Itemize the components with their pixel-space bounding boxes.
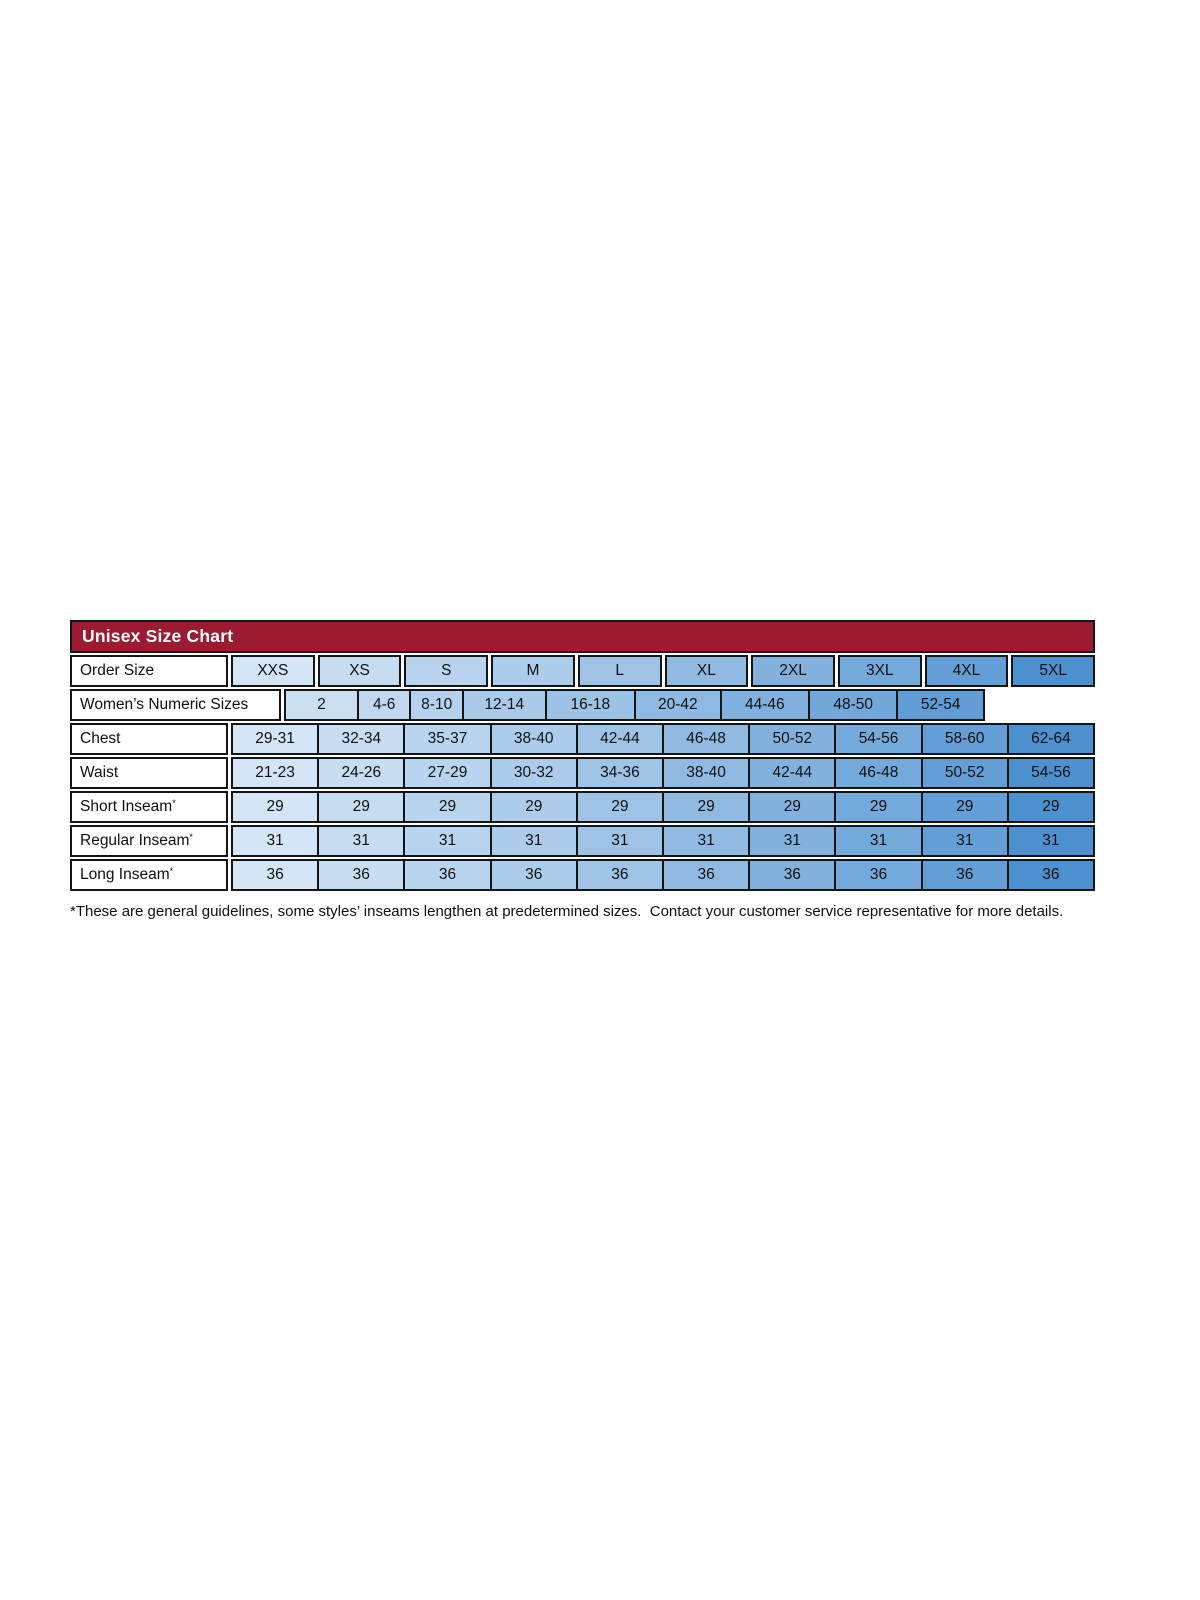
size-cell: 29 — [317, 793, 404, 821]
size-cell: 52-54 — [896, 691, 983, 719]
size-cell: 21-23 — [233, 759, 318, 787]
row-label-long-inseam: Long Inseam * — [70, 859, 228, 891]
size-cell: 38-40 — [662, 759, 749, 787]
size-cell: XS — [317, 655, 402, 687]
size-cell: 32-34 — [317, 725, 404, 753]
size-cell: 29 — [662, 793, 749, 821]
size-cell: 29 — [748, 793, 835, 821]
size-cell: 5XL — [1011, 655, 1096, 687]
table-title-bar: Unisex Size Chart — [70, 620, 1095, 653]
size-cell: 31 — [403, 827, 490, 855]
size-cell: 29-31 — [233, 725, 318, 753]
size-cell: 12-14 — [461, 691, 545, 719]
size-cell: 29 — [1006, 793, 1094, 821]
size-cell: 29 — [403, 793, 490, 821]
table-title: Unisex Size Chart — [82, 626, 234, 646]
table-row-short-inseam: Short Inseam * 29 29 29 29 29 29 29 29 29… — [70, 791, 1095, 823]
size-cell: 34-36 — [575, 759, 663, 787]
size-cell: 30-32 — [489, 759, 576, 787]
row-label-waist: Waist — [70, 757, 228, 789]
short-inseam-cells: 29 29 29 29 29 29 29 29 29 29 — [231, 791, 1095, 823]
size-cell: 50-52 — [748, 725, 835, 753]
size-cell: 31 — [920, 827, 1007, 855]
row-label-chest: Chest — [70, 723, 228, 755]
long-inseam-cells: 36 36 36 36 36 36 36 36 36 36 — [231, 859, 1095, 891]
order-size-cells: XXS XS S M L XL 2XL 3XL 4XL 5XL — [231, 655, 1096, 687]
size-cell: 36 — [489, 861, 576, 889]
size-cell: 31 — [489, 827, 576, 855]
size-cell: 31 — [748, 827, 835, 855]
table-row-regular-inseam: Regular Inseam * 31 31 31 31 31 31 31 31 … — [70, 825, 1095, 857]
size-cell: 62-64 — [1006, 725, 1094, 753]
size-cell: 4-6 — [356, 691, 410, 719]
table-row-order-size: Order Size XXS XS S M L XL 2XL 3XL 4XL 5… — [70, 655, 1096, 687]
size-cell: 31 — [662, 827, 749, 855]
size-chart-table: Unisex Size Chart Order Size XXS XS S M … — [70, 620, 1096, 891]
size-cell: 42-44 — [575, 725, 663, 753]
size-cell: 36 — [920, 861, 1007, 889]
size-cell: XL — [664, 655, 749, 687]
size-cell: 31 — [834, 827, 921, 855]
row-label-regular-inseam: Regular Inseam * — [70, 825, 228, 857]
size-cell: 29 — [575, 793, 663, 821]
row-label-womens-sizes: Women’s Numeric Sizes — [70, 689, 281, 721]
size-cell: 36 — [403, 861, 490, 889]
womens-sizes-cells: 2 4-6 8-10 12-14 16-18 20-42 44-46 48-50… — [284, 689, 985, 721]
size-cell: L — [577, 655, 662, 687]
size-cell: 20-42 — [634, 691, 720, 719]
size-cell: 24-26 — [317, 759, 404, 787]
size-cell: 16-18 — [544, 691, 635, 719]
size-cell: 2XL — [751, 655, 835, 687]
table-row-chest: Chest 29-31 32-34 35-37 38-40 42-44 46-4… — [70, 723, 1095, 755]
size-cell: M — [491, 655, 575, 687]
size-cell: 31 — [575, 827, 663, 855]
size-cell: 54-56 — [834, 725, 921, 753]
size-cell: 36 — [233, 861, 318, 889]
size-cell: 29 — [920, 793, 1007, 821]
size-cell: 44-46 — [719, 691, 809, 719]
size-cell: 4XL — [924, 655, 1009, 687]
size-cell: 42-44 — [748, 759, 835, 787]
row-label-order-size: Order Size — [70, 655, 228, 687]
size-cell: 54-56 — [1006, 759, 1094, 787]
size-cell: 38-40 — [489, 725, 576, 753]
size-cell: 36 — [834, 861, 921, 889]
size-cell: 36 — [748, 861, 835, 889]
size-cell: 36 — [575, 861, 663, 889]
table-row-long-inseam: Long Inseam * 36 36 36 36 36 36 36 36 36 … — [70, 859, 1095, 891]
size-cell: 2 — [286, 691, 357, 719]
size-cell: XXS — [231, 655, 315, 687]
size-cell: 48-50 — [808, 691, 897, 719]
size-cell: 29 — [834, 793, 921, 821]
size-cell: S — [404, 655, 489, 687]
size-cell: 36 — [1006, 861, 1094, 889]
size-cell: 29 — [233, 793, 318, 821]
size-cell: 50-52 — [920, 759, 1007, 787]
row-label-short-inseam: Short Inseam * — [70, 791, 228, 823]
size-cell: 27-29 — [403, 759, 490, 787]
size-cell: 8-10 — [409, 691, 462, 719]
size-cell: 31 — [317, 827, 404, 855]
size-cell: 3XL — [837, 655, 922, 687]
table-row-waist: Waist 21-23 24-26 27-29 30-32 34-36 38-4… — [70, 757, 1095, 789]
size-cell: 31 — [233, 827, 318, 855]
size-cell: 46-48 — [662, 725, 749, 753]
size-cell: 36 — [662, 861, 749, 889]
size-cell: 35-37 — [403, 725, 490, 753]
size-cell: 36 — [317, 861, 404, 889]
chest-cells: 29-31 32-34 35-37 38-40 42-44 46-48 50-5… — [231, 723, 1095, 755]
size-cell: 31 — [1006, 827, 1094, 855]
table-row-womens-sizes: Women’s Numeric Sizes 2 4-6 8-10 12-14 1… — [70, 689, 1095, 721]
footnote: *These are general guidelines, some styl… — [70, 903, 1064, 920]
waist-cells: 21-23 24-26 27-29 30-32 34-36 38-40 42-4… — [231, 757, 1095, 789]
size-cell: 29 — [489, 793, 576, 821]
size-cell: 46-48 — [834, 759, 921, 787]
size-cell: 58-60 — [920, 725, 1007, 753]
regular-inseam-cells: 31 31 31 31 31 31 31 31 31 31 — [231, 825, 1095, 857]
